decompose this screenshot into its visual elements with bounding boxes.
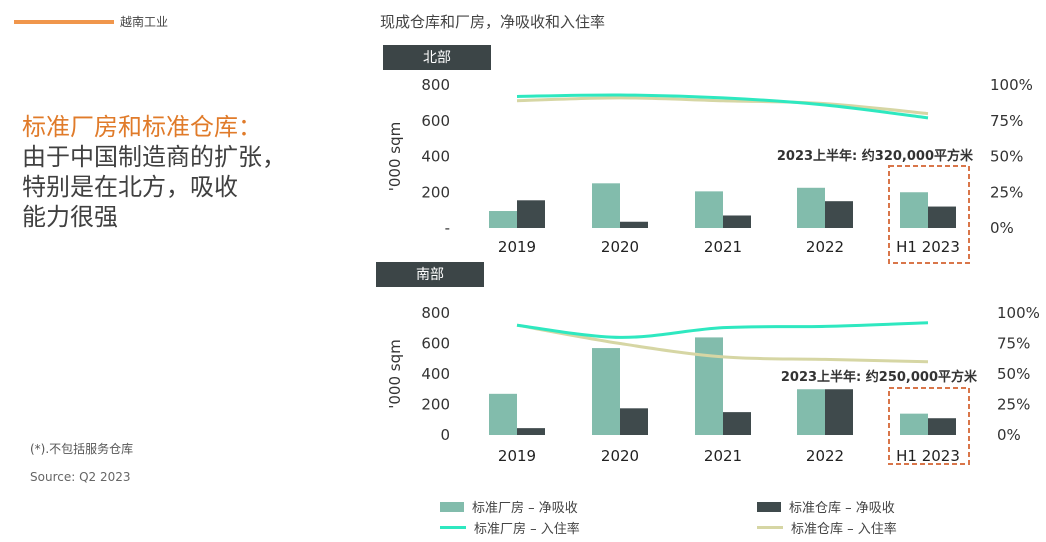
y-axis-label: '000 sqm <box>386 122 404 191</box>
category-label: 2020 <box>601 238 639 256</box>
y-tick-label: 800 <box>421 304 450 322</box>
footnote: (*).不包括服务仓库 <box>30 442 134 456</box>
legend-factory-absorption: 标准厂房 – 净吸收 <box>440 497 578 516</box>
callout-annotation: 2023上半年: 约250,000平方米 <box>781 369 978 385</box>
legend-swatch-factory-line <box>440 526 466 529</box>
category-label: 2019 <box>498 447 536 465</box>
legend-swatch-factory-bar <box>440 501 464 512</box>
headline-line-3: 特别是在北方，吸收 <box>22 173 238 201</box>
bar-factory-absorption <box>797 187 825 228</box>
y-tick-label: 200 <box>421 396 450 414</box>
callout-box <box>888 165 970 264</box>
y-tick-label: - <box>445 219 450 237</box>
region-tag-label: 北部 <box>423 50 451 66</box>
callout-box <box>888 387 970 465</box>
accent-bar <box>14 20 114 24</box>
headline-line-4: 能力很强 <box>22 203 118 231</box>
headline-line-1: 标准厂房和标准仓库： <box>22 113 262 141</box>
bar-warehouse-absorption <box>825 201 853 228</box>
bar-factory-absorption <box>797 389 825 435</box>
bar-factory-absorption <box>592 183 620 228</box>
region-tag-label: 南部 <box>416 267 444 283</box>
y2-tick-label: 100% <box>997 304 1040 322</box>
y-tick-label: 0 <box>440 426 450 444</box>
y-tick-label: 600 <box>421 112 450 130</box>
y2-tick-label: 25% <box>990 183 1023 201</box>
legend-label: 标准厂房 – 净吸收 <box>472 501 578 516</box>
callout-annotation: 2023上半年: 约320,000平方米 <box>777 148 974 164</box>
headline: 标准厂房和标准仓库： 由于中国制造商的扩张， 特别是在北方，吸收 能力很强 <box>22 112 286 232</box>
chart-title: 现成仓库和厂房，净吸收和入住率 <box>380 13 606 31</box>
y2-tick-label: 25% <box>997 396 1030 414</box>
bar-factory-absorption <box>592 348 620 435</box>
line-factory-occupancy <box>516 93 929 120</box>
y2-tick-label: 0% <box>990 219 1014 237</box>
category-label: 2022 <box>806 238 844 256</box>
legend-label: 标准仓库 – 净吸收 <box>789 501 895 516</box>
y-tick-label: 600 <box>421 335 450 353</box>
bar-factory-absorption <box>695 337 723 435</box>
y-tick-label: 400 <box>421 365 450 383</box>
legend-label: 标准厂房 – 入住率 <box>474 522 580 537</box>
legend-warehouse-occupancy: 标准仓库 – 入住率 <box>757 518 897 537</box>
bar-warehouse-absorption <box>517 428 545 435</box>
line-warehouse-occupancy <box>516 323 929 364</box>
legend-warehouse-absorption: 标准仓库 – 净吸收 <box>757 497 895 516</box>
bar-factory-absorption <box>489 211 517 228</box>
bar-warehouse-absorption <box>723 215 751 228</box>
section-label: 越南工业 <box>120 15 169 29</box>
category-label: 2019 <box>498 238 536 256</box>
category-label: 2021 <box>704 447 742 465</box>
bar-factory-absorption <box>900 192 928 228</box>
region-tag-bg <box>383 45 491 70</box>
y-axis-label: '000 sqm <box>386 339 404 408</box>
bar-warehouse-absorption <box>928 418 956 435</box>
y2-tick-label: 0% <box>997 426 1021 444</box>
bar-warehouse-absorption <box>723 412 751 435</box>
legend-swatch-warehouse-bar <box>757 501 781 512</box>
category-label: 2022 <box>806 447 844 465</box>
y2-tick-label: 75% <box>990 112 1023 130</box>
y-tick-label: 400 <box>421 148 450 166</box>
bar-warehouse-absorption <box>517 200 545 228</box>
legend-swatch-warehouse-line <box>757 526 783 529</box>
legend-factory-occupancy: 标准厂房 – 入住率 <box>440 518 580 537</box>
bar-factory-absorption <box>489 393 517 435</box>
category-label: 2021 <box>704 238 742 256</box>
headline-line-2: 由于中国制造商的扩张， <box>22 143 286 171</box>
y-tick-label: 800 <box>421 76 450 94</box>
y2-tick-label: 50% <box>990 148 1023 166</box>
bar-warehouse-absorption <box>928 206 956 228</box>
region-tag-bg <box>376 262 484 287</box>
bar-warehouse-absorption <box>620 408 648 435</box>
bar-warehouse-absorption <box>620 221 648 228</box>
y2-tick-label: 50% <box>997 365 1030 383</box>
bar-factory-absorption <box>900 413 928 435</box>
bar-factory-absorption <box>695 191 723 228</box>
y-tick-label: 200 <box>421 183 450 201</box>
line-factory-occupancy <box>516 321 929 339</box>
line-warehouse-occupancy <box>516 96 929 116</box>
y2-tick-label: 100% <box>990 76 1033 94</box>
category-label: H1 2023 <box>896 447 960 465</box>
y2-tick-label: 75% <box>997 335 1030 353</box>
source-note: Source: Q2 2023 <box>30 470 131 484</box>
category-label: 2020 <box>601 447 639 465</box>
legend-label: 标准仓库 – 入住率 <box>791 522 897 537</box>
bar-warehouse-absorption <box>825 389 853 435</box>
category-label: H1 2023 <box>896 238 960 256</box>
